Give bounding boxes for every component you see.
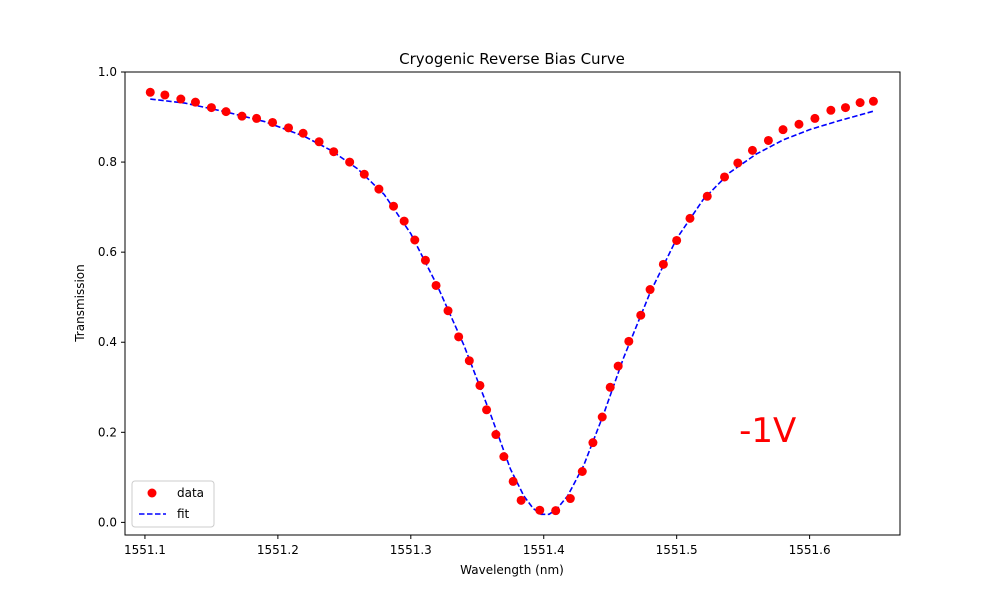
data-point [826, 105, 836, 115]
x-tick-label: 1551.3 [390, 543, 432, 557]
data-point [359, 169, 369, 179]
data-point [475, 380, 485, 390]
data-point [399, 216, 409, 226]
legend-marker-data [147, 488, 157, 498]
axes-frame [124, 71, 901, 536]
data-point [482, 405, 492, 415]
x-tick-label: 1551.5 [656, 543, 698, 557]
y-axis-label: Transmission [73, 264, 87, 343]
data-point [733, 158, 743, 168]
data-point [284, 123, 294, 133]
data-point [763, 135, 773, 145]
data-point [499, 452, 509, 462]
data-point [747, 145, 757, 155]
data-point [636, 310, 646, 320]
data-point [588, 438, 598, 448]
fit-line [150, 98, 874, 516]
data-point [658, 259, 668, 269]
data-point [237, 111, 247, 121]
data-point [410, 235, 420, 245]
data-point [685, 213, 695, 223]
y-tick-label: 0.6 [98, 245, 117, 259]
data-point [329, 147, 339, 157]
data-point [624, 336, 634, 346]
data-point [613, 361, 623, 371]
legend-label-data: data [177, 486, 204, 500]
data-point [190, 97, 200, 107]
plot-area [145, 87, 878, 516]
y-tick-label: 0.2 [98, 425, 117, 439]
x-tick-label: 1551.6 [789, 543, 831, 557]
legend: data fit [131, 480, 215, 528]
data-point [206, 103, 216, 113]
data-point [454, 332, 464, 342]
y-tick-label: 0.4 [98, 335, 117, 349]
data-point [252, 113, 262, 123]
data-point [565, 494, 575, 504]
data-point [443, 306, 453, 316]
data-point [176, 94, 186, 104]
bias-annotation: -1V [739, 411, 796, 451]
data-point [551, 506, 561, 516]
data-point [720, 172, 730, 182]
data-point [855, 98, 865, 108]
data-point [145, 87, 155, 97]
data-point [778, 125, 788, 135]
x-axis-label: Wavelength (nm) [460, 563, 564, 577]
data-point [597, 412, 607, 422]
data-point [702, 191, 712, 201]
data-point [431, 280, 441, 290]
data-point [160, 90, 170, 100]
data-point [508, 476, 518, 486]
data-point [810, 113, 820, 123]
data-point [221, 107, 231, 117]
data-point [841, 103, 850, 113]
chart-title: Cryogenic Reverse Bias Curve [399, 50, 625, 68]
data-point [516, 495, 526, 505]
data-point [420, 255, 430, 265]
data-point [645, 285, 655, 295]
x-tick-label: 1551.1 [124, 543, 166, 557]
x-axis: 1551.1 1551.2 1551.3 1551.4 1551.5 1551.6 [124, 535, 831, 557]
data-point [794, 119, 804, 129]
y-tick-label: 0.0 [98, 515, 117, 529]
x-tick-label: 1551.2 [257, 543, 299, 557]
data-point [672, 235, 682, 245]
data-point [605, 382, 615, 392]
data-point [314, 137, 324, 147]
data-point [389, 201, 399, 211]
y-axis: 0.0 0.2 0.4 0.6 0.8 1.0 [98, 65, 125, 529]
data-point [298, 128, 308, 138]
data-point [577, 467, 587, 476]
data-point [491, 430, 501, 440]
data-point [345, 157, 355, 167]
y-tick-label: 0.8 [98, 155, 117, 169]
legend-label-fit: fit [177, 507, 190, 521]
y-tick-label: 1.0 [98, 65, 117, 79]
x-tick-label: 1551.4 [523, 543, 565, 557]
data-point [464, 356, 474, 366]
data-point [868, 96, 878, 106]
data-point [268, 117, 278, 127]
data-point [374, 184, 384, 194]
data-point [535, 505, 545, 515]
